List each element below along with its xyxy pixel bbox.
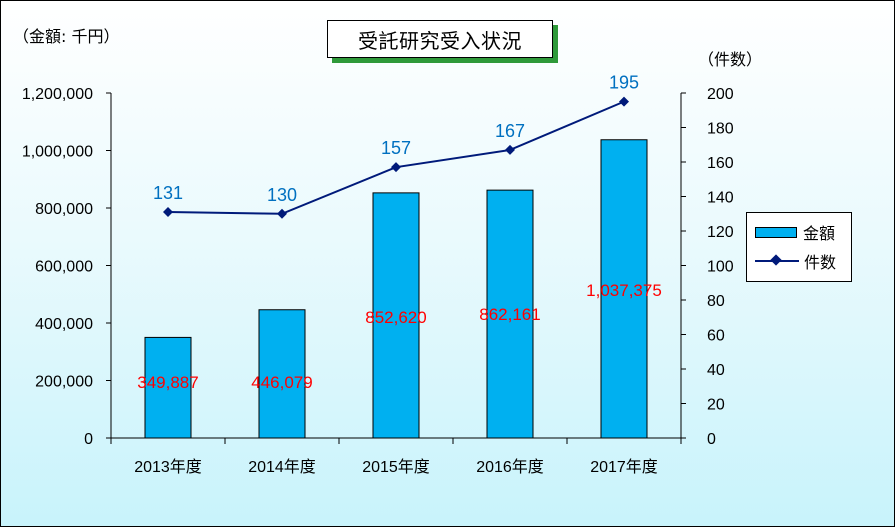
- right-tick-label: 200: [707, 86, 734, 103]
- data-label-count: 130: [267, 185, 297, 205]
- legend-item-amount: 金額: [755, 222, 836, 243]
- chart-title: 受託研究受入状況: [327, 20, 553, 58]
- chart-legend: 金額 件数: [746, 212, 852, 282]
- right-tick-label: 140: [707, 190, 734, 207]
- bar-amount: [144, 336, 192, 439]
- bar-amount: [486, 189, 534, 439]
- left-tick-label: 800,000: [35, 201, 93, 218]
- data-label-amount: 446,079: [251, 373, 312, 392]
- left-tick-label: 200,000: [35, 374, 93, 391]
- point-count: [391, 162, 401, 173]
- x-tick-label: 2015年度: [362, 458, 430, 476]
- legend-label-count: 件数: [804, 253, 837, 272]
- left-axis-unit: （金額: 千円）: [13, 27, 120, 46]
- bar-amount: [372, 192, 420, 439]
- right-tick-label: 80: [707, 293, 725, 310]
- x-tick-label: 2013年度: [134, 458, 202, 476]
- legend-bar-swatch: [755, 226, 797, 238]
- point-count: [505, 144, 515, 155]
- right-tick-label: 0: [707, 431, 716, 448]
- right-tick-label: 40: [707, 362, 725, 379]
- data-label-count: 167: [495, 121, 525, 141]
- right-tick-label: 160: [707, 155, 734, 172]
- data-label-count: 131: [153, 183, 183, 203]
- right-axis-unit: （件数）: [698, 50, 763, 69]
- bar-amount: [600, 139, 648, 439]
- point-count: [619, 96, 629, 107]
- data-label-count: 157: [381, 138, 411, 158]
- data-label-amount: 862,161: [479, 305, 540, 324]
- legend-label-amount: 金額: [803, 224, 836, 243]
- x-tick-label: 2016年度: [476, 458, 544, 476]
- x-tick-label: 2017年度: [590, 458, 658, 476]
- legend-item-count: 件数: [755, 251, 837, 272]
- right-tick-label: 100: [707, 259, 734, 276]
- right-tick-label: 60: [707, 328, 725, 345]
- left-tick-label: 1,000,000: [22, 144, 93, 161]
- left-tick-label: 1,200,000: [22, 86, 93, 103]
- x-tick-label: 2014年度: [248, 458, 316, 476]
- point-count: [163, 207, 173, 218]
- left-tick-label: 600,000: [35, 259, 93, 276]
- legend-line-swatch: [755, 254, 799, 268]
- point-count: [277, 208, 287, 219]
- left-tick-label: 0: [84, 431, 93, 448]
- right-tick-label: 180: [707, 121, 734, 138]
- data-label-count: 195: [609, 73, 639, 93]
- left-tick-label: 400,000: [35, 316, 93, 333]
- bar-amount: [258, 309, 306, 439]
- data-label-amount: 852,620: [365, 308, 426, 327]
- data-label-amount: 349,887: [137, 373, 198, 392]
- right-tick-label: 120: [707, 224, 734, 241]
- right-tick-label: 20: [707, 397, 725, 414]
- data-label-amount: 1,037,375: [586, 281, 662, 300]
